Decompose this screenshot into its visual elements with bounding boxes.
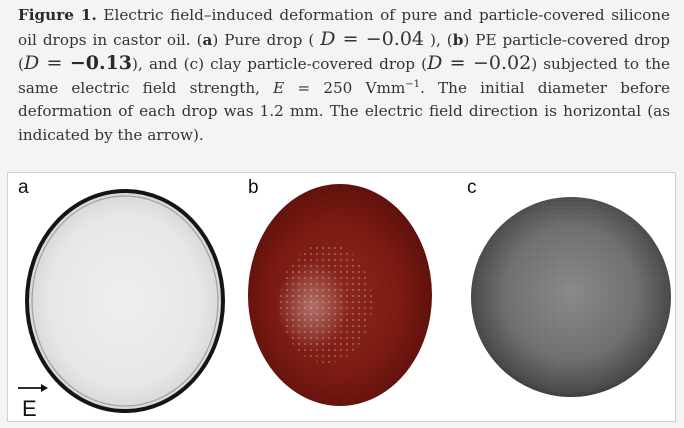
panel-b-pe-drop bbox=[248, 184, 432, 406]
field-arrow-label: E bbox=[22, 396, 37, 421]
panel-label-a: a bbox=[18, 177, 29, 198]
panel-a-pure-drop bbox=[25, 189, 225, 413]
deformation-a: D = −0.04 bbox=[320, 27, 425, 50]
figure-label: Figure 1. bbox=[18, 6, 97, 24]
figure-caption: Figure 1. Electric field–induced deforma… bbox=[18, 6, 671, 144]
caption-label-b: b bbox=[452, 30, 464, 49]
caption-text: Electric field–induced deformation of pu… bbox=[18, 6, 670, 49]
panel-label-b: b bbox=[248, 177, 259, 198]
field-symbol: E bbox=[273, 78, 285, 97]
unit-exponent: −1 bbox=[405, 78, 421, 90]
deformation-b: D = −0.13 bbox=[23, 52, 133, 74]
figure-image: a b c E bbox=[7, 172, 676, 422]
figure-svg: a b c E bbox=[18, 177, 671, 421]
panel-c-clay-drop bbox=[471, 197, 671, 397]
electric-field-arrow-icon: E bbox=[18, 384, 48, 421]
panel-label-c: c bbox=[467, 177, 477, 198]
caption-label-a: a bbox=[202, 30, 213, 49]
deformation-c: D = −0.02 bbox=[427, 52, 532, 74]
